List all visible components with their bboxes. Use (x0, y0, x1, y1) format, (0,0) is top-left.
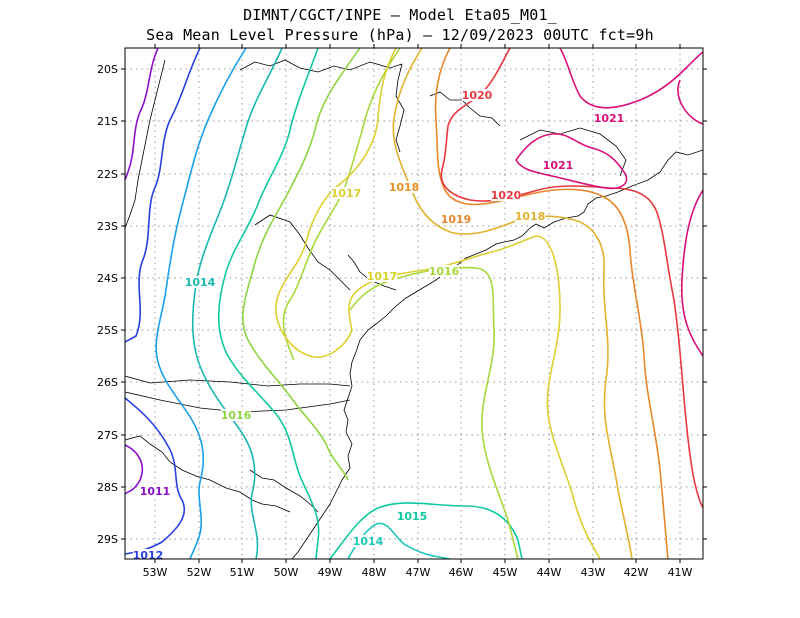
isobar-line (559, 48, 703, 109)
isobar-value-label: 1017 (367, 270, 398, 283)
isobar-line (191, 48, 283, 559)
isobar-value-label: 1021 (594, 112, 625, 125)
latitude-axis-labels: 20S 21S 22S 23S 24S 25S 26S 27S 28S 29S (97, 63, 118, 546)
lon-tick-label: 41W (668, 566, 693, 579)
isobar-line (434, 48, 669, 559)
lat-tick-label: 20S (97, 63, 118, 76)
lon-tick-label: 46W (449, 566, 474, 579)
isobar-value-label: 1019 (441, 213, 472, 226)
isobar-value-label: 1015 (397, 510, 428, 523)
lat-tick-label: 23S (97, 220, 118, 233)
isobar-value-label: 1014 (185, 276, 216, 289)
isobar-line (125, 444, 144, 495)
lon-tick-label: 42W (624, 566, 649, 579)
axis-ticks (121, 44, 707, 563)
isobar-line (242, 48, 361, 481)
isobar-value-label: 1016 (221, 409, 252, 422)
lat-tick-label: 28S (97, 481, 118, 494)
lon-tick-label: 52W (187, 566, 212, 579)
isobar-line (125, 48, 201, 343)
isobar-value-label: 1020 (462, 89, 493, 102)
isobar-line (392, 48, 633, 559)
lon-tick-label: 51W (230, 566, 255, 579)
isobar-value-labels: 1020 1021 1021 1018 1017 1020 1019 1018 1014 1017… (133, 89, 625, 562)
lon-tick-label: 43W (581, 566, 606, 579)
isobar-value-label: 1012 (133, 549, 164, 562)
isobar-value-label: 1021 (543, 159, 574, 172)
lat-tick-label: 25S (97, 324, 118, 337)
chart-title-line-1: DIMNT/CGCT/INPE — Model Eta05_M01_ (243, 6, 557, 24)
lon-tick-label: 44W (537, 566, 562, 579)
isobar-line (681, 189, 703, 357)
longitude-axis-labels: 53W 52W 51W 50W 49W 48W 47W 46W 45W 44W 43W 42W 41W (143, 566, 693, 579)
isobar-line (275, 48, 397, 358)
isobar-line (125, 397, 186, 555)
lat-tick-label: 21S (97, 115, 118, 128)
isobar-value-label: 1020 (491, 189, 522, 202)
isobar-value-label: 1017 (331, 187, 362, 200)
isobar-line (349, 266, 519, 559)
lon-tick-label: 47W (406, 566, 431, 579)
isobar-line (440, 48, 703, 509)
isobar-line (329, 502, 523, 559)
isobar-line (282, 48, 401, 361)
isobar-value-label: 1016 (429, 265, 460, 278)
isobar-line (515, 133, 628, 190)
isobar-value-label: 1011 (140, 485, 171, 498)
isobar-lines (125, 48, 703, 559)
lat-tick-label: 24S (97, 272, 118, 285)
lat-tick-label: 29S (97, 533, 118, 546)
isobar-value-label: 1018 (389, 181, 420, 194)
chart-title-line-2: Sea Mean Level Pressure (hPa) — 12/09/20… (146, 26, 654, 44)
isobar-line (125, 48, 159, 181)
lat-tick-label: 27S (97, 429, 118, 442)
isobar-line (155, 48, 247, 559)
isobar-value-label: 1018 (515, 210, 546, 223)
isobar-line (217, 48, 320, 559)
lon-tick-label: 50W (274, 566, 299, 579)
lat-tick-label: 22S (97, 168, 118, 181)
lon-tick-label: 53W (143, 566, 168, 579)
isobar-line (677, 79, 703, 125)
coastline-and-borders (125, 59, 703, 559)
isobar-value-label: 1014 (353, 535, 384, 548)
isobar-line (348, 235, 601, 559)
lon-tick-label: 48W (362, 566, 387, 579)
lat-tick-label: 26S (97, 376, 118, 389)
lon-tick-label: 45W (493, 566, 518, 579)
lon-tick-label: 49W (318, 566, 343, 579)
plot-frame (124, 47, 704, 560)
